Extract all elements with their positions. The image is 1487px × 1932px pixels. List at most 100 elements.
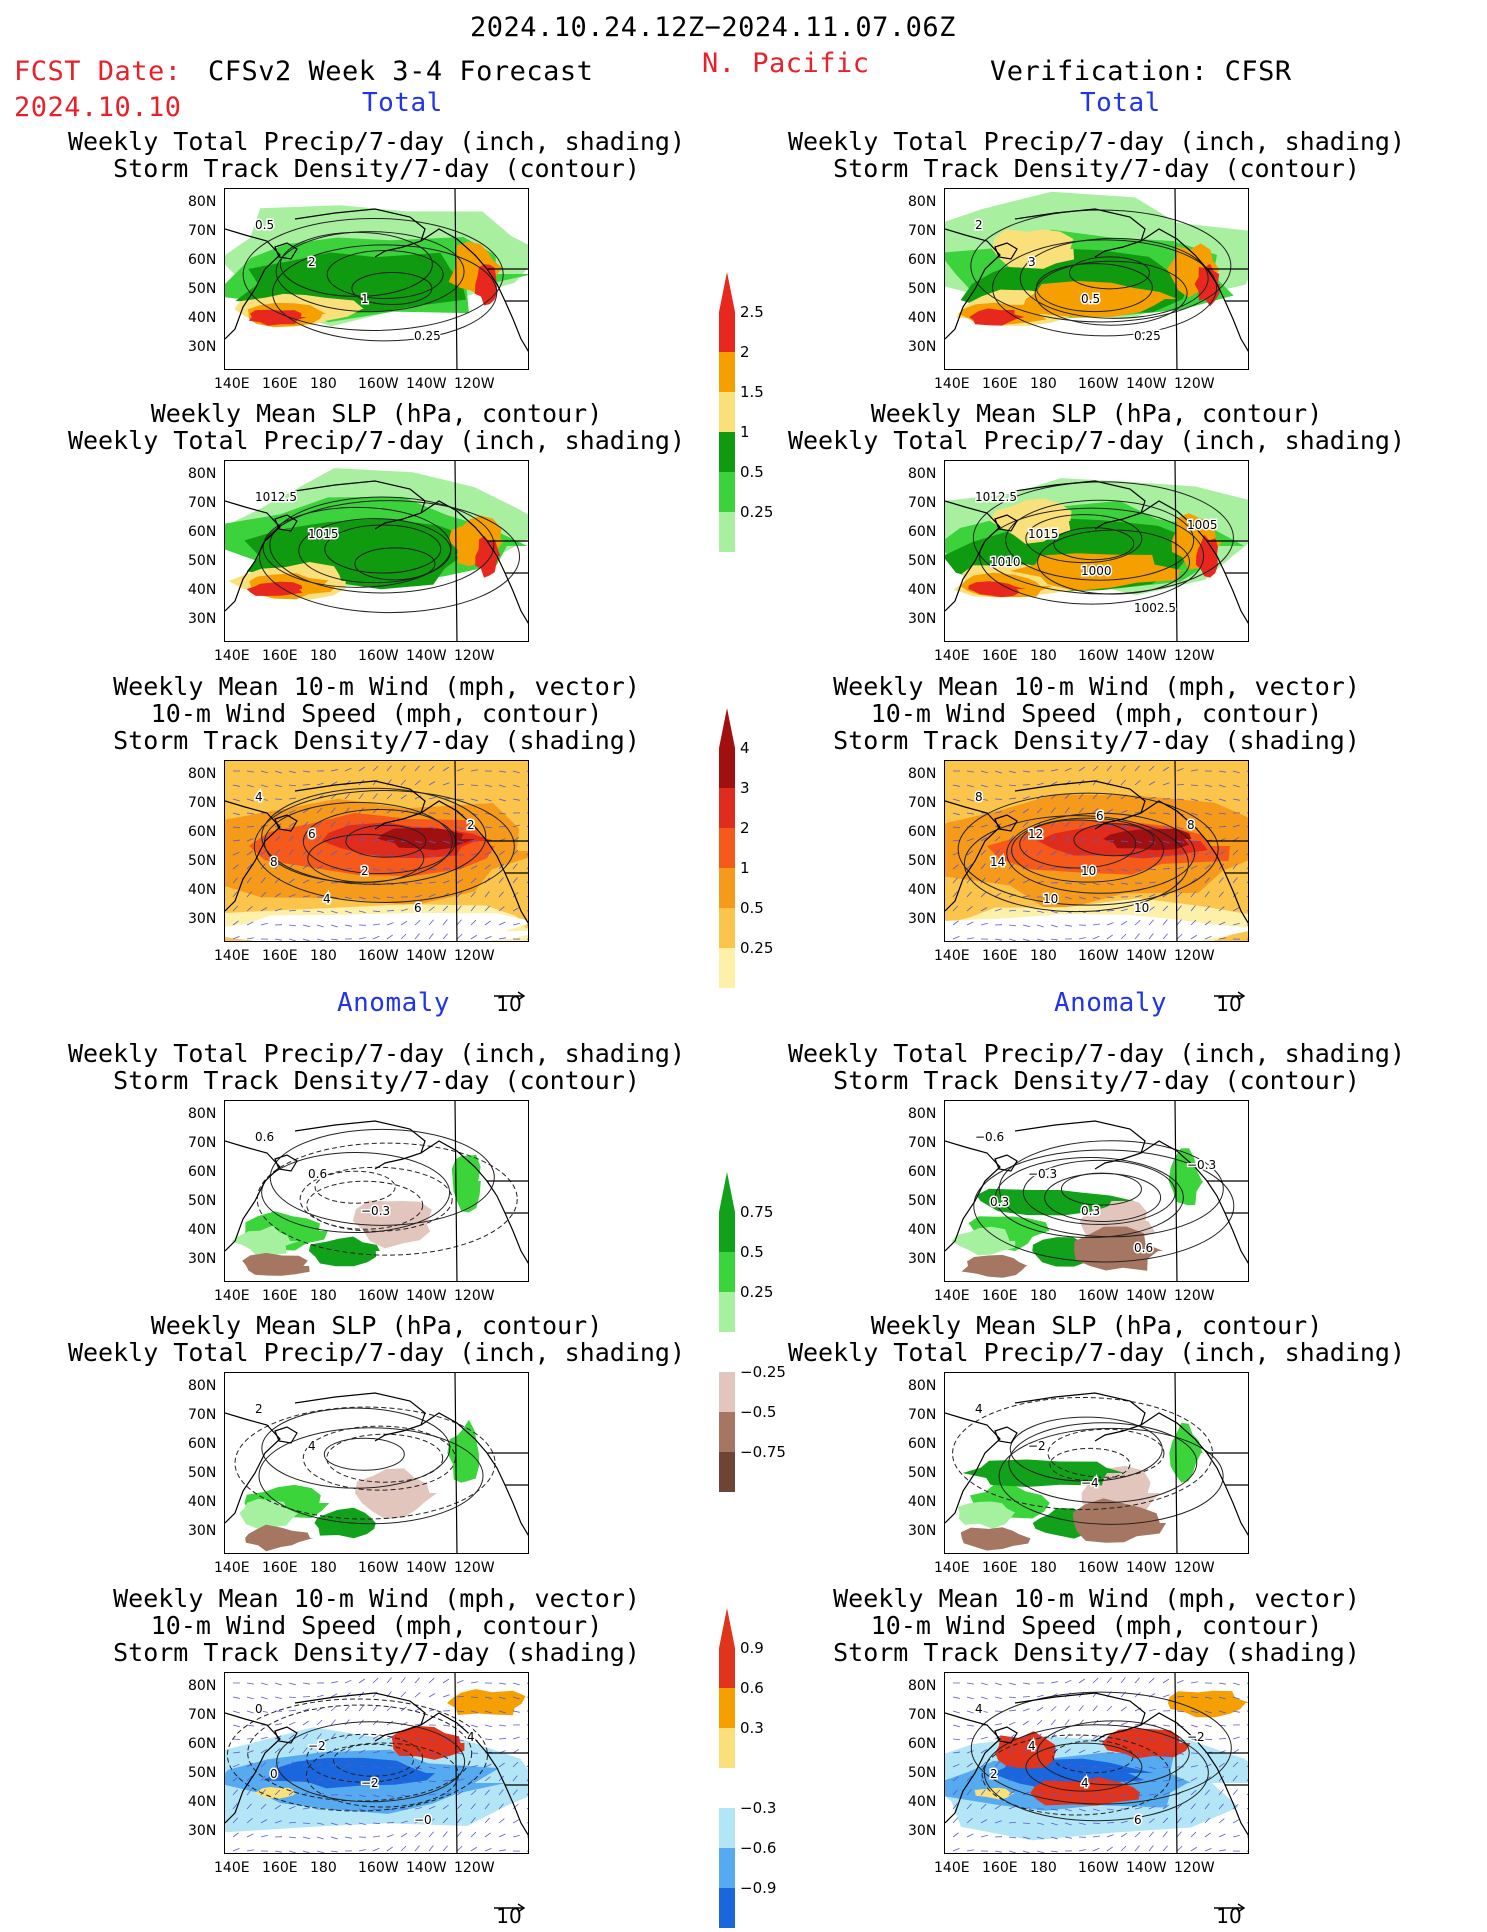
lat-tick-label: 70N bbox=[908, 1707, 936, 1723]
wind-vector bbox=[953, 1818, 958, 1823]
map-canvas: 0.60.6−0.3 bbox=[225, 1101, 529, 1282]
colorbar-segment bbox=[719, 312, 735, 352]
colorbar-segment bbox=[719, 1808, 735, 1848]
wind-vector bbox=[471, 1847, 477, 1851]
wind-vector bbox=[1093, 1836, 1100, 1837]
map-canvas: 0−2−2−040 bbox=[225, 1673, 529, 1854]
contour-label: 0.5 bbox=[255, 218, 274, 232]
wind-vector bbox=[1233, 1835, 1240, 1837]
panel-title-line: Storm Track Density/7-day (contour) bbox=[777, 1067, 1417, 1094]
wind-vector bbox=[1121, 1833, 1127, 1837]
wind-vector bbox=[303, 1721, 309, 1725]
wind-vector bbox=[1065, 768, 1071, 771]
contour-label: −4 bbox=[1081, 1476, 1099, 1490]
colorbar-label: −0.5 bbox=[740, 1403, 776, 1421]
wind-vector bbox=[373, 1706, 377, 1711]
lat-tick-label: 40N bbox=[908, 882, 936, 898]
contour-label: 1010 bbox=[990, 555, 1021, 569]
wind-vector bbox=[1163, 1780, 1170, 1781]
wind-vector bbox=[401, 780, 406, 785]
wind-vector bbox=[499, 785, 506, 787]
colorbar-label: −0.3 bbox=[740, 1799, 776, 1817]
wind-vector bbox=[261, 1737, 268, 1739]
wind-vector bbox=[1205, 1833, 1211, 1837]
colorbar-label: 0.5 bbox=[740, 463, 764, 481]
lon-tick-label: 120W bbox=[1174, 1860, 1215, 1876]
reference-vector: 10 bbox=[1209, 982, 1249, 1016]
colorbar-segment bbox=[719, 828, 735, 868]
wind-vector bbox=[247, 1834, 253, 1837]
contour-label: 10 bbox=[1043, 892, 1058, 906]
panel-title-line: Weekly Mean SLP (hPa, contour) bbox=[57, 1312, 697, 1339]
wind-vector bbox=[527, 1748, 529, 1753]
wind-vector bbox=[1219, 771, 1226, 772]
wind-vector bbox=[429, 766, 434, 771]
contour-label: 8 bbox=[1187, 818, 1195, 832]
contour-label: 1012.5 bbox=[255, 490, 297, 504]
contour-line bbox=[262, 1408, 450, 1488]
colorbar-label: 0.5 bbox=[740, 1243, 764, 1261]
colorbar-segment bbox=[719, 432, 735, 472]
fcst-date-label: FCST Date: bbox=[14, 56, 182, 87]
wind-vector bbox=[471, 1725, 478, 1727]
wind-vector bbox=[1009, 798, 1016, 799]
contour-label: 0.6 bbox=[308, 1167, 327, 1181]
contour-label: 10 bbox=[1081, 864, 1096, 878]
wind-vector bbox=[1009, 771, 1016, 773]
wind-vector bbox=[317, 1851, 324, 1853]
wind-vector bbox=[981, 907, 987, 911]
colorbar-segment bbox=[719, 1648, 735, 1688]
colorbar-top bbox=[719, 272, 735, 312]
wind-vector bbox=[981, 771, 988, 773]
map-canvas: −0.6−0.30.30.6−0.30.3 bbox=[945, 1101, 1249, 1282]
wind-vector bbox=[471, 1832, 476, 1837]
lat-tick-label: 30N bbox=[188, 611, 216, 627]
lat-tick-label: 30N bbox=[908, 611, 936, 627]
contour-label: 0.6 bbox=[255, 1130, 274, 1144]
wind-vector bbox=[499, 1834, 505, 1837]
wind-vector bbox=[1107, 1822, 1114, 1823]
wind-vector bbox=[1135, 1678, 1140, 1683]
wind-vector bbox=[429, 1678, 434, 1683]
storm-shade bbox=[225, 913, 529, 942]
wind-vector bbox=[995, 1851, 1002, 1852]
lon-tick-label: 160W bbox=[1078, 648, 1119, 664]
wind-vector bbox=[967, 799, 974, 801]
lat-tick-label: 40N bbox=[188, 310, 216, 326]
colorbar-segment bbox=[719, 868, 735, 908]
contour-label: 6 bbox=[414, 901, 422, 915]
wind-vector bbox=[1219, 826, 1226, 827]
colorbar-label: −0.6 bbox=[740, 1839, 776, 1857]
wind-vector bbox=[513, 908, 519, 911]
lon-tick-label: 140W bbox=[406, 1288, 447, 1304]
lon-tick-label: 140E bbox=[214, 376, 250, 392]
lat-tick-label: 70N bbox=[908, 1135, 936, 1151]
wind-vector bbox=[401, 1846, 406, 1851]
section-total-right: Total bbox=[1080, 88, 1161, 118]
wind-vector bbox=[331, 1706, 336, 1711]
lon-tick-label: 180 bbox=[310, 1288, 337, 1304]
contour-label: 1 bbox=[361, 292, 369, 306]
wind-vector bbox=[1205, 1848, 1212, 1851]
wind-vector bbox=[1107, 1721, 1113, 1725]
wind-vector bbox=[1191, 1847, 1197, 1851]
colorbar-label: −0.9 bbox=[740, 1879, 776, 1897]
wind-vector bbox=[345, 1706, 350, 1711]
wind-vector bbox=[1079, 1706, 1083, 1711]
panel-title-line: Storm Track Density/7-day (shading) bbox=[777, 727, 1417, 754]
lat-tick-label: 70N bbox=[188, 223, 216, 239]
colorbar-label: 0.6 bbox=[740, 1679, 764, 1697]
wind-vector bbox=[1051, 770, 1058, 771]
wind-vector bbox=[1163, 1725, 1170, 1726]
wind-vector bbox=[1233, 1820, 1239, 1823]
wind-vector bbox=[995, 1683, 1002, 1685]
wind-vector bbox=[1247, 1805, 1249, 1809]
wind-vector bbox=[1247, 939, 1249, 940]
lat-tick-label: 50N bbox=[188, 553, 216, 569]
wind-vector bbox=[401, 1833, 407, 1837]
lat-tick-label: 80N bbox=[908, 1378, 936, 1394]
wind-vector bbox=[443, 767, 449, 771]
